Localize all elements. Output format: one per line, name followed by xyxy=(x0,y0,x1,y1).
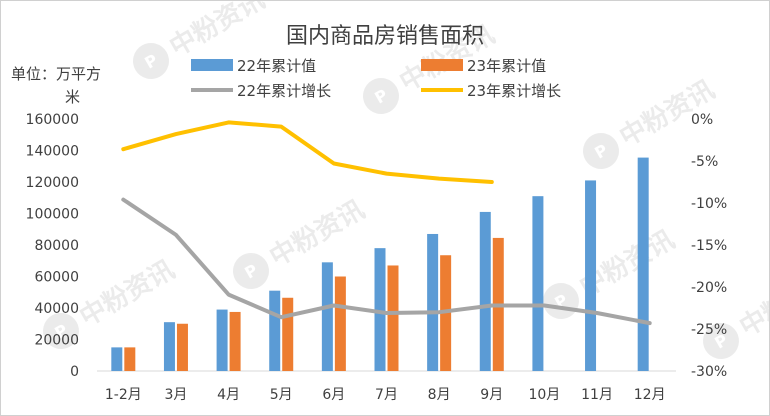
bar xyxy=(427,233,439,371)
bar xyxy=(479,211,491,371)
watermark-logo: P 中粉资讯 xyxy=(703,265,769,359)
bar xyxy=(269,290,281,371)
watermark-logo-circle xyxy=(583,133,619,169)
watermark-logo: P 中粉资讯 xyxy=(543,225,680,319)
x-tick-label: 5月 xyxy=(270,387,293,403)
bar xyxy=(124,347,136,371)
bar xyxy=(637,157,649,371)
y-right-tick-label: -5% xyxy=(691,154,718,170)
legend-label: 23年累计增长 xyxy=(467,82,561,100)
watermark-logo: P 中粉资讯 xyxy=(233,195,370,289)
watermark-logo-circle xyxy=(233,253,269,289)
legend-label: 23年累计值 xyxy=(467,57,546,75)
legend-swatch xyxy=(191,59,233,71)
y-left-tick-label: 80000 xyxy=(34,238,79,254)
y-left-tick-label: 20000 xyxy=(34,333,79,349)
x-tick-label: 8月 xyxy=(428,387,451,403)
watermark-logo-circle xyxy=(43,313,79,349)
series-line xyxy=(121,120,494,184)
y-left-tick-label: 40000 xyxy=(34,301,79,317)
bar-layer xyxy=(111,157,649,371)
watermark-text: 中粉资讯 xyxy=(165,1,270,63)
unit-label-line1: 单位：万平方 xyxy=(11,65,101,83)
y-right-tick-label: -30% xyxy=(691,364,727,380)
bar xyxy=(374,248,386,371)
y-left-tick-label: 160000 xyxy=(26,112,79,128)
unit-label-line2: 米 xyxy=(65,88,80,106)
legend-label: 22年累计值 xyxy=(237,57,316,75)
y-right-tick-label: -20% xyxy=(691,280,727,296)
bar xyxy=(585,180,597,371)
x-tick-label: 10月 xyxy=(528,387,560,403)
y-right-tick-label: -25% xyxy=(691,322,727,338)
y-right-tick-label: -10% xyxy=(691,196,727,212)
bar xyxy=(176,323,188,371)
y-right-tick-label: 0% xyxy=(691,112,713,128)
bar xyxy=(532,196,544,371)
watermark-text: 中粉资讯 xyxy=(735,265,769,343)
watermark-logo-circle xyxy=(133,43,169,79)
watermark-logo-circle xyxy=(363,78,399,114)
x-tick-label: 9月 xyxy=(480,387,503,403)
y-left-tick-label: 0 xyxy=(70,364,79,380)
x-tick-label: 4月 xyxy=(217,387,240,403)
bar xyxy=(282,297,294,371)
line-layer xyxy=(121,120,652,326)
watermark-text: 中粉资讯 xyxy=(75,255,180,333)
bar xyxy=(334,276,346,371)
x-tick-label: 1-2月 xyxy=(105,387,142,403)
x-tick-label: 11月 xyxy=(581,387,613,403)
legend-label: 22年累计增长 xyxy=(237,82,331,100)
bar xyxy=(163,322,175,371)
bar xyxy=(229,311,241,371)
x-tick-label: 12月 xyxy=(634,387,666,403)
axes: 0 20000 40000 60000 80000 100000 120000 140000 1… xyxy=(26,112,728,403)
legend-swatch xyxy=(421,59,463,71)
bar xyxy=(321,262,333,371)
chart-title: 国内商品房销售面积 xyxy=(286,24,484,49)
legend: 22年累计值 23年累计值 22年累计增长 23年累计增长 xyxy=(191,57,561,100)
y-left-tick-label: 120000 xyxy=(26,175,79,191)
y-left-tick-label: 100000 xyxy=(26,207,79,223)
y-left-tick-label: 60000 xyxy=(34,270,79,286)
x-tick-label: 3月 xyxy=(164,387,187,403)
x-tick-label: 6月 xyxy=(322,387,345,403)
y-right-tick-label: -15% xyxy=(691,238,727,254)
bar xyxy=(111,347,123,371)
bar xyxy=(387,265,399,371)
watermark-text: 中粉资讯 xyxy=(265,195,370,273)
bar xyxy=(216,309,228,371)
x-tick-label: 7月 xyxy=(375,387,398,403)
watermark-logo-circle xyxy=(703,323,739,359)
y-left-tick-label: 140000 xyxy=(26,144,79,160)
series-line xyxy=(121,197,652,326)
